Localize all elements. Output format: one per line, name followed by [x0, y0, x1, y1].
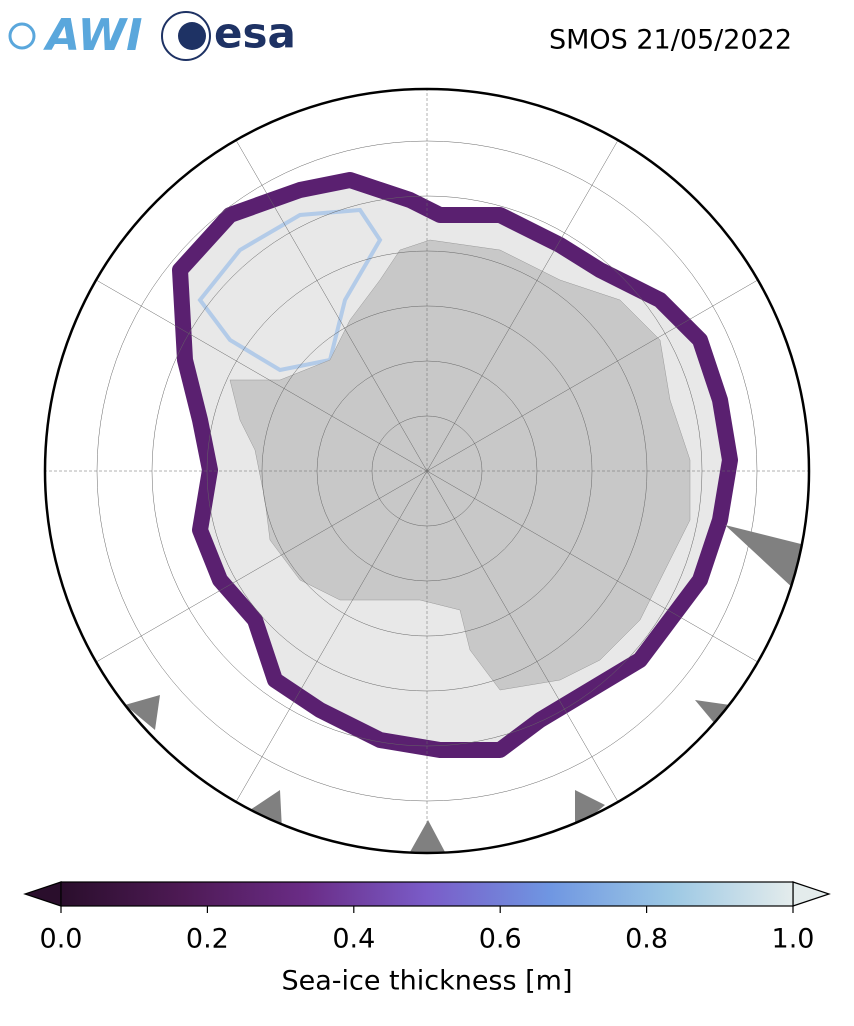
title: SMOS 21/05/2022: [549, 25, 792, 56]
esa-logo: esa: [161, 9, 296, 61]
meridian: [426, 470, 619, 802]
tick-label: 0.2: [186, 924, 229, 955]
map: [45, 89, 809, 853]
colorbar: [23, 881, 831, 907]
meridian: [96, 279, 428, 472]
tick-label: 0.0: [40, 924, 83, 955]
awi-logo: AWI: [8, 10, 143, 61]
graticule: [45, 89, 809, 853]
meridian: [235, 470, 428, 802]
logo-text: esa: [214, 9, 296, 58]
map-frame: [43, 87, 811, 855]
meridian: [426, 470, 758, 663]
tick-label: 0.8: [625, 924, 668, 955]
logo-text: AWI: [43, 10, 143, 61]
meridian: [426, 140, 619, 472]
tick-label: 1.0: [772, 924, 815, 955]
meridian: [235, 140, 428, 472]
tick-label: 0.4: [332, 924, 375, 955]
meridian: [96, 470, 428, 663]
tick-label: 0.6: [479, 924, 522, 955]
colorbar-label: Sea-ice thickness [m]: [281, 966, 572, 997]
antarctica: [229, 239, 691, 691]
colorbar-gradient: [60, 881, 794, 907]
meridian: [426, 279, 758, 472]
